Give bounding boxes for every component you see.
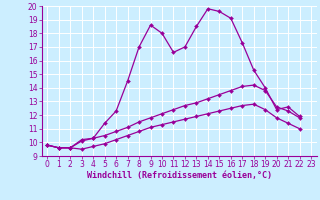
X-axis label: Windchill (Refroidissement éolien,°C): Windchill (Refroidissement éolien,°C) (87, 171, 272, 180)
